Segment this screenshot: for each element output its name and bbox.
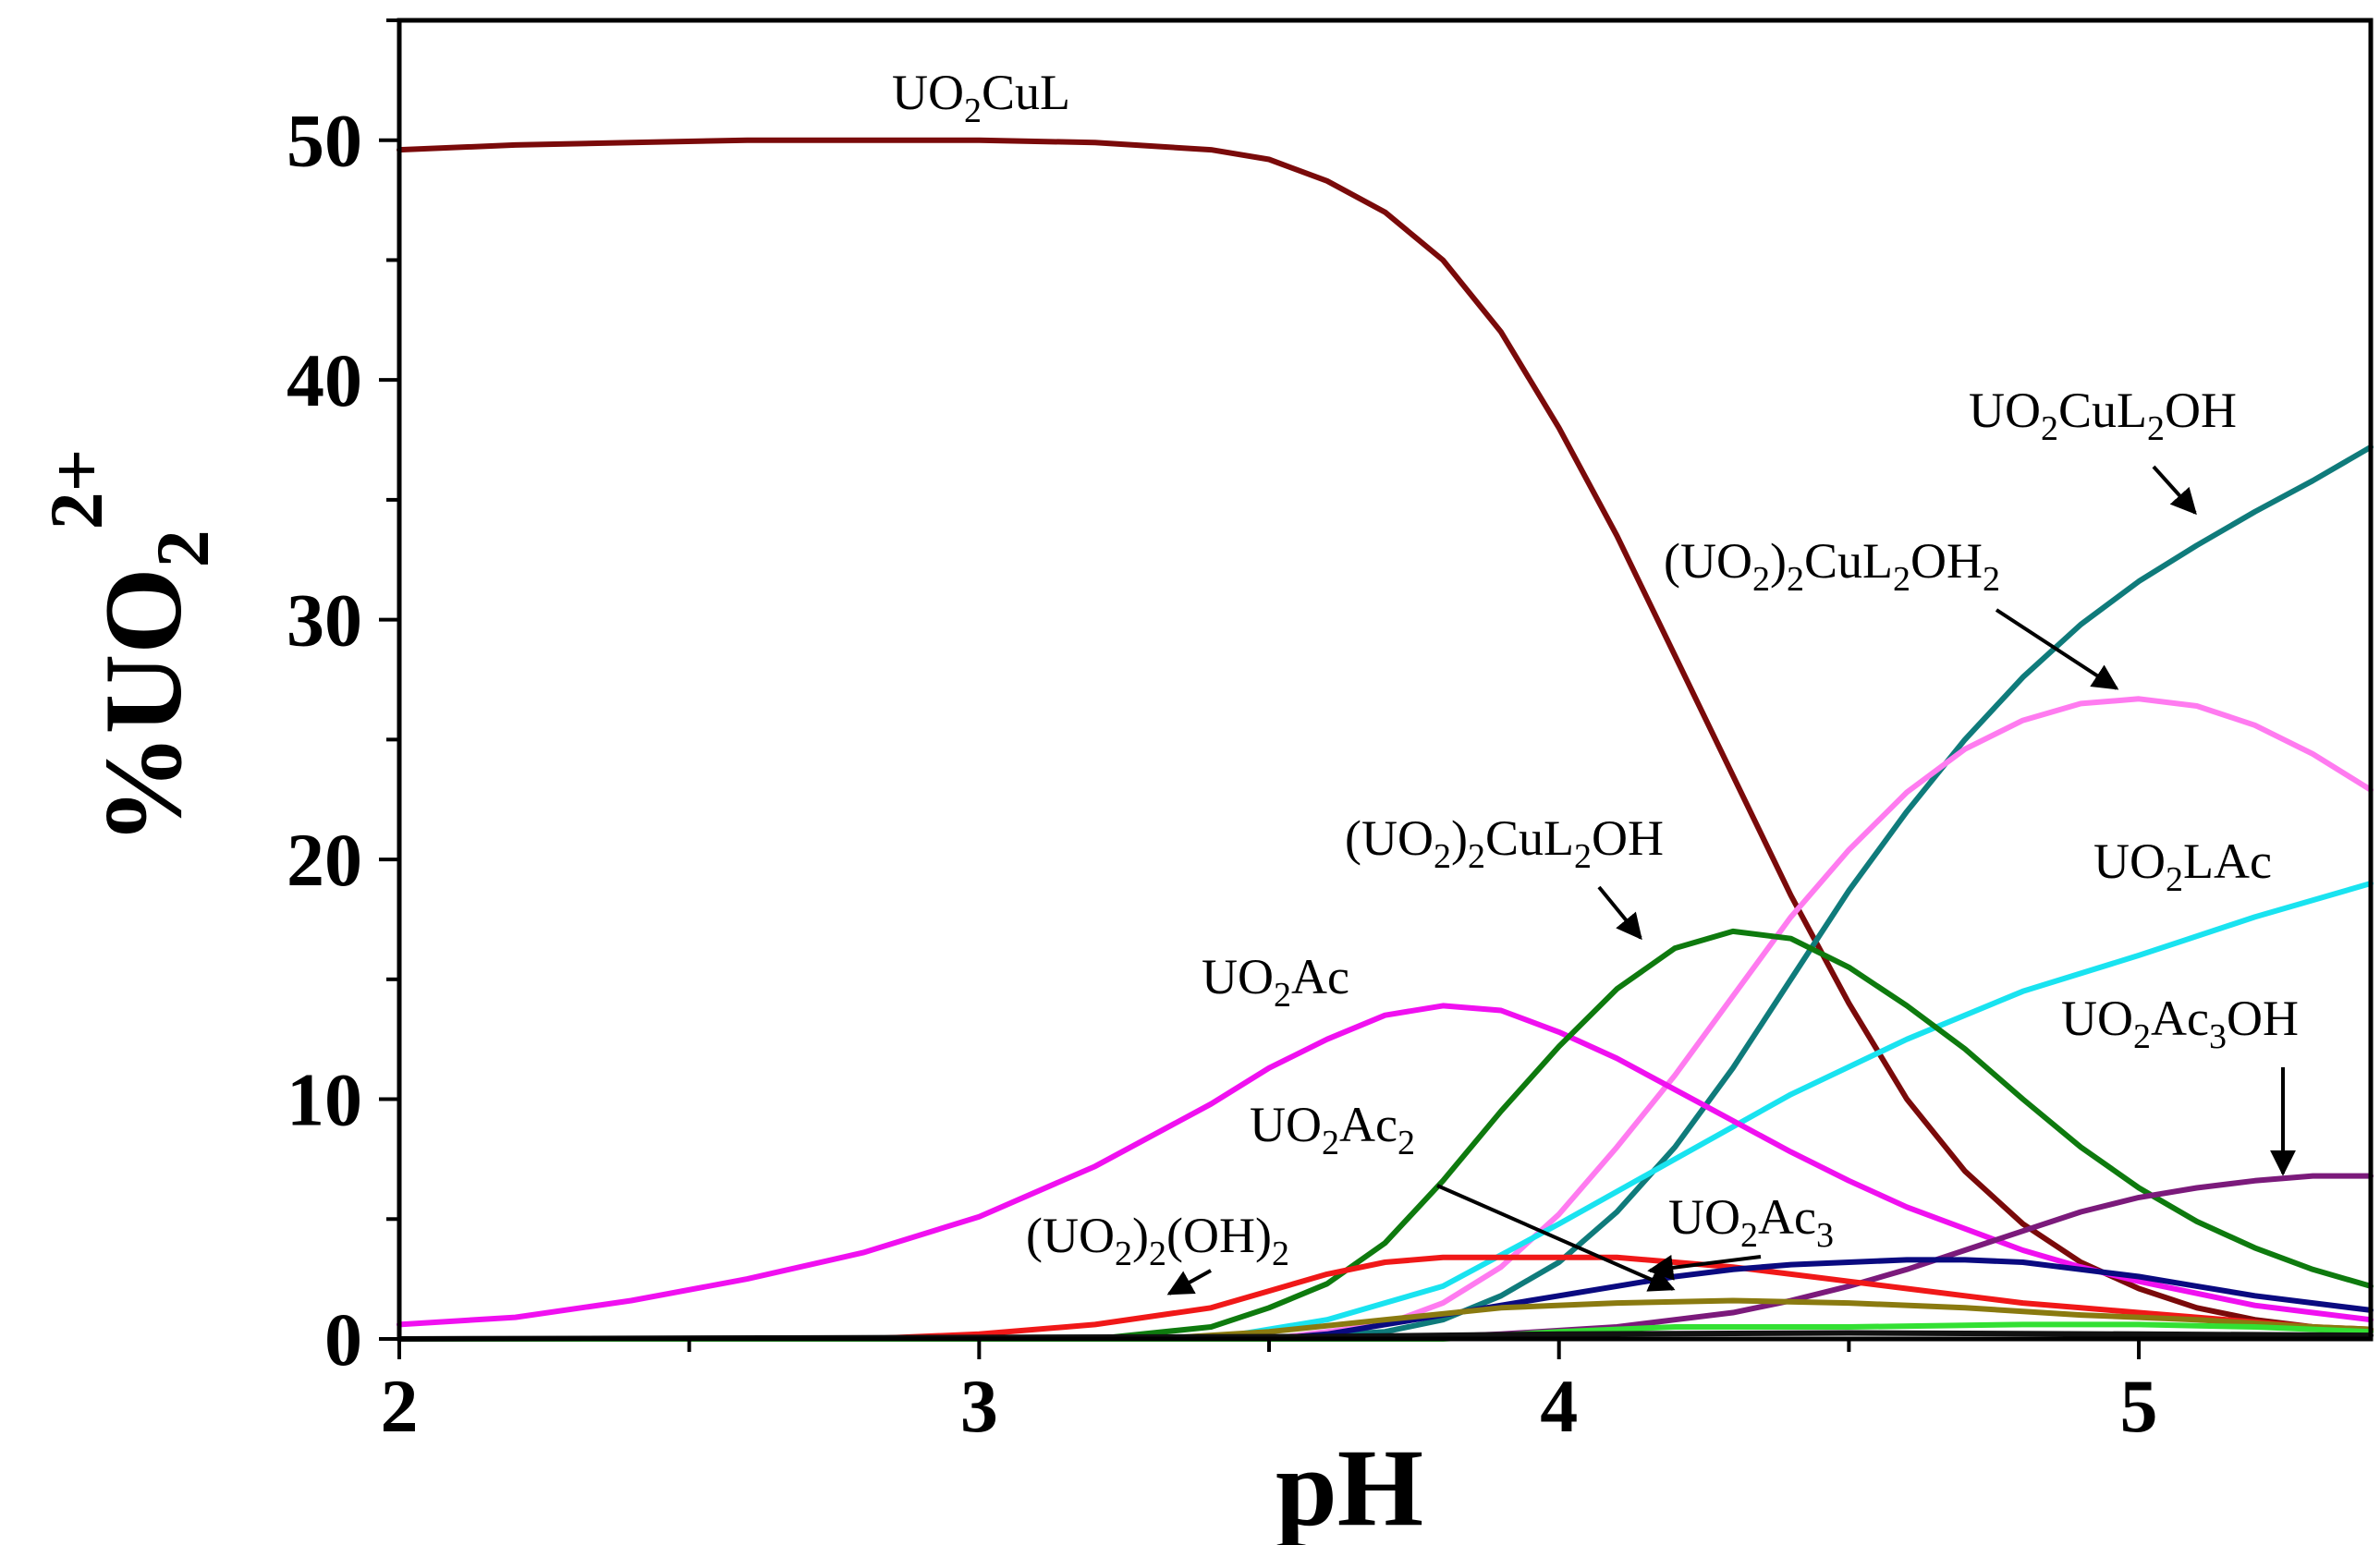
series-label-part: (UO (1664, 533, 1752, 589)
y-tick-label: 40 (287, 338, 362, 422)
plot-frame (397, 18, 2374, 1342)
x-tick-label: 4 (1540, 1364, 1578, 1448)
series-line-uo22cul2oh2 (397, 696, 2374, 1342)
series-line-uo22oh2 (397, 1254, 2374, 1342)
series-label-part: CuL (1804, 533, 1893, 589)
series-line-uo2ac2 (397, 1297, 2374, 1342)
series-label-part: 2 (1397, 1124, 1415, 1162)
arrow-uo22oh2 (1166, 1269, 1212, 1296)
arrow-uo2cul2oh (2152, 465, 2197, 516)
series-line-uo2ac (397, 1003, 2374, 1328)
arrow-uo2ac2 (1436, 1184, 1676, 1292)
series-label-part: 2 (964, 91, 982, 130)
series-label-part: 3 (1816, 1216, 1834, 1255)
series-label-part: 2 (1468, 837, 1485, 876)
series-label-uo2ac: UO2Ac (1202, 949, 1349, 1015)
series-label-part: 2 (1740, 1216, 1758, 1255)
series-label-part: 2 (1115, 1235, 1132, 1273)
series-line-uo22cul2oh (397, 928, 2374, 1342)
annotation-arrows (1166, 465, 2296, 1296)
series-label-part: 2 (1149, 1235, 1166, 1273)
series-label-part: UO (1969, 383, 2041, 438)
series-label-uo22cul2oh: (UO2)2CuL2OH (1345, 810, 1664, 876)
plot-lines (397, 137, 2374, 1342)
series-label-part: OH (2227, 991, 2299, 1046)
series-labels: UO2CuLUO2CuL2OH(UO2)2CuL2OH2UO2LAcUO2Ac(… (892, 65, 2299, 1273)
series-label-part: (OH) (1166, 1208, 1272, 1263)
series-line-uo2ac3 (397, 1257, 2374, 1342)
series-label-part: UO (2093, 833, 2166, 889)
series-label-uo2ac3: UO2Ac3 (1668, 1189, 1834, 1255)
series-label-part: 2 (1434, 837, 1451, 876)
series-label-part: OH (2165, 383, 2237, 438)
series-label-part: 2 (1983, 560, 2000, 599)
series-label-part: 2 (1574, 837, 1592, 876)
series-label-part: 2 (1272, 1235, 1289, 1273)
series-label-part: Ac (1758, 1189, 1816, 1245)
y-tick-label: 50 (287, 99, 362, 183)
series-line-uo2cul (397, 137, 2374, 1335)
series-label-part: 2 (1752, 560, 1770, 599)
series-label-part: (UO (1026, 1208, 1115, 1263)
y-tick-label: 30 (287, 578, 362, 663)
series-label-part: 3 (2209, 1017, 2227, 1056)
series-label-part: (UO (1345, 810, 1434, 866)
series-label-part: UO (2061, 991, 2133, 1046)
series-label-part: Ac (2151, 991, 2209, 1046)
series-label-uo2ac3oh: UO2Ac3OH (2061, 991, 2299, 1056)
series-label-part: 2 (1322, 1124, 1339, 1162)
arrow-uo22cul2oh (1597, 885, 1642, 941)
series-label-part: 2 (2166, 860, 2183, 899)
series-line-uo2cul2oh (397, 444, 2374, 1342)
series-label-part: UO (1202, 949, 1274, 1004)
series-label-part: 2 (1893, 560, 1910, 599)
series-label-uo2cul: UO2CuL (892, 65, 1070, 130)
x-axis-title: pH (1275, 1426, 1423, 1545)
series-label-part: ) (1770, 533, 1787, 589)
series-label-part: 2 (2147, 409, 2165, 448)
series-label-uo22oh2: (UO2)2(OH)2 (1026, 1208, 1289, 1273)
y-tick-label: 20 (287, 818, 362, 902)
series-label-part: UO (1668, 1189, 1740, 1245)
series-label-part: CuL (2058, 383, 2147, 438)
series-label-part: UO (892, 65, 964, 120)
series-label-part: 2 (1787, 560, 1804, 599)
series-label-part: CuL (1485, 810, 1574, 866)
series-label-part: 2 (1274, 976, 1291, 1015)
series-label-part: UO (1250, 1097, 1322, 1152)
series-label-part: OH (1910, 533, 1983, 589)
series-label-part: Ac (1291, 949, 1349, 1004)
series-label-part: LAc (2183, 833, 2272, 889)
series-label-part: 2 (2041, 409, 2058, 448)
series-label-uo22cul2oh2: (UO2)2CuL2OH2 (1664, 533, 2000, 599)
y-tick-label: 0 (324, 1297, 362, 1381)
series-label-uo2cul2oh: UO2CuL2OH (1969, 383, 2237, 448)
x-axis: 2 3 4 5 (381, 1339, 2158, 1448)
x-tick-label: 2 (381, 1364, 419, 1448)
series-label-uo2lac: UO2LAc (2093, 833, 2272, 899)
x-tick-label: 3 (960, 1364, 998, 1448)
series-label-part: ) (1451, 810, 1468, 866)
series-line-uo2lac (397, 881, 2374, 1342)
series-label-part: OH (1592, 810, 1664, 866)
y-axis: 0 10 20 30 40 50 (287, 18, 399, 1381)
arrow-uo22cul2oh2 (1995, 608, 2119, 690)
series-label-part: Ac (1339, 1097, 1397, 1152)
series-label-uo2ac2: UO2Ac2 (1250, 1097, 1415, 1162)
series-label-part: 2 (2133, 1017, 2151, 1056)
y-tick-label: 10 (287, 1058, 362, 1142)
y-axis-title: %UO22+ (34, 449, 225, 845)
series-label-part: ) (1132, 1208, 1149, 1263)
arrow-uo2ac3 (1647, 1254, 1762, 1281)
x-tick-label: 5 (2120, 1364, 2158, 1448)
svg-text:%UO22+: %UO22+ (34, 449, 225, 845)
series-label-part: CuL (982, 65, 1070, 120)
